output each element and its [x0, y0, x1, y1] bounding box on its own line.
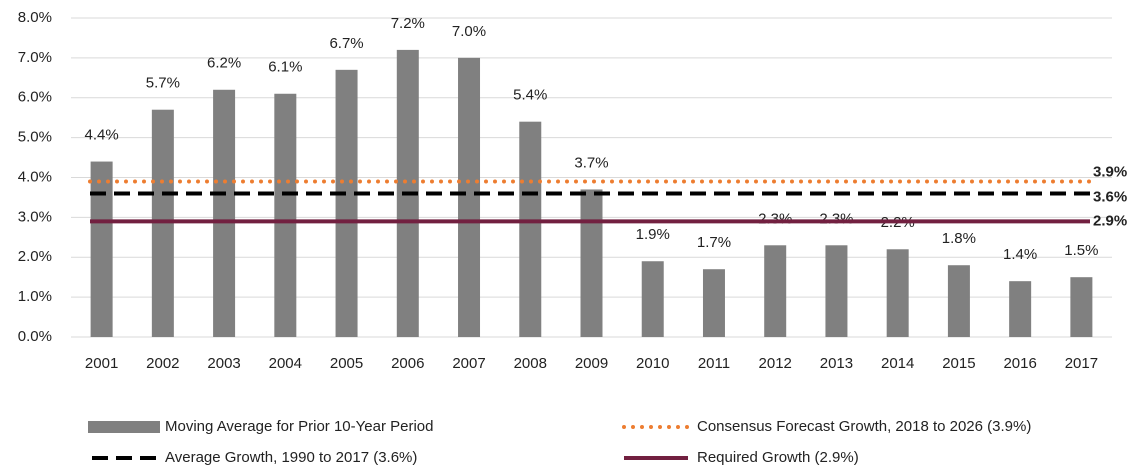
bar: [213, 89, 236, 338]
y-tick-label: 7.0%: [18, 49, 52, 66]
data-label: 7.0%: [452, 23, 486, 40]
data-label: 6.2%: [207, 55, 241, 72]
bar: [702, 269, 725, 337]
x-tick-label: 2009: [575, 355, 608, 372]
data-label: 7.2%: [391, 15, 425, 32]
legend-label: Required Growth (2.9%): [697, 449, 859, 466]
bar: [1070, 277, 1093, 337]
y-tick-label: 5.0%: [18, 129, 52, 146]
legend-swatch: [88, 421, 160, 433]
bar: [458, 57, 481, 337]
y-tick-label: 2.0%: [18, 248, 52, 265]
y-tick-label: 1.0%: [18, 288, 52, 305]
bar: [947, 265, 970, 337]
bar: [825, 245, 848, 337]
data-label: 1.5%: [1064, 242, 1098, 259]
bar: [580, 189, 603, 337]
bar: [1009, 281, 1032, 337]
data-label: 2.3%: [819, 210, 853, 227]
data-label: 2.3%: [758, 210, 792, 227]
y-tick-label: 0.0%: [18, 328, 52, 345]
x-tick-label: 2015: [942, 355, 975, 372]
x-tick-label: 2008: [514, 355, 547, 372]
x-tick-label: 2010: [636, 355, 669, 372]
x-tick-label: 2016: [1003, 355, 1036, 372]
data-label: 1.7%: [697, 234, 731, 251]
reference-label: 2.9%: [1093, 212, 1127, 229]
data-label: 1.4%: [1003, 246, 1037, 263]
x-tick-label: 2004: [269, 355, 302, 372]
bar: [641, 261, 664, 337]
data-label: 6.1%: [268, 59, 302, 76]
x-tick-label: 2006: [391, 355, 424, 372]
bar: [335, 69, 358, 338]
bar: [274, 93, 297, 337]
data-label: 1.9%: [636, 226, 670, 243]
reference-label: 3.9%: [1093, 163, 1127, 180]
reference-label: 3.6%: [1093, 188, 1127, 205]
x-tick-label: 2007: [452, 355, 485, 372]
legend-label: Moving Average for Prior 10-Year Period: [165, 418, 433, 435]
bar: [90, 161, 113, 337]
data-label: 3.7%: [574, 154, 608, 171]
x-tick-label: 2001: [85, 355, 118, 372]
data-label: 1.8%: [942, 230, 976, 247]
x-tick-label: 2005: [330, 355, 363, 372]
data-label: 5.7%: [146, 75, 180, 92]
bar: [519, 121, 542, 337]
x-tick-label: 2017: [1065, 355, 1098, 372]
legend-label: Average Growth, 1990 to 2017 (3.6%): [165, 449, 417, 466]
data-label: 6.7%: [329, 35, 363, 52]
legend-label: Consensus Forecast Growth, 2018 to 2026 …: [697, 418, 1031, 435]
x-tick-label: 2013: [820, 355, 853, 372]
y-tick-label: 8.0%: [18, 9, 52, 26]
y-tick-label: 6.0%: [18, 89, 52, 106]
x-tick-label: 2011: [698, 355, 730, 372]
data-label: 5.4%: [513, 87, 547, 104]
data-label: 4.4%: [85, 127, 119, 144]
x-tick-label: 2003: [207, 355, 240, 372]
y-tick-label: 3.0%: [18, 208, 52, 225]
bar: [886, 249, 909, 337]
y-tick-label: 4.0%: [18, 168, 52, 185]
x-tick-label: 2012: [759, 355, 792, 372]
bar: [764, 245, 787, 337]
x-tick-label: 2002: [146, 355, 179, 372]
x-tick-label: 2014: [881, 355, 914, 372]
